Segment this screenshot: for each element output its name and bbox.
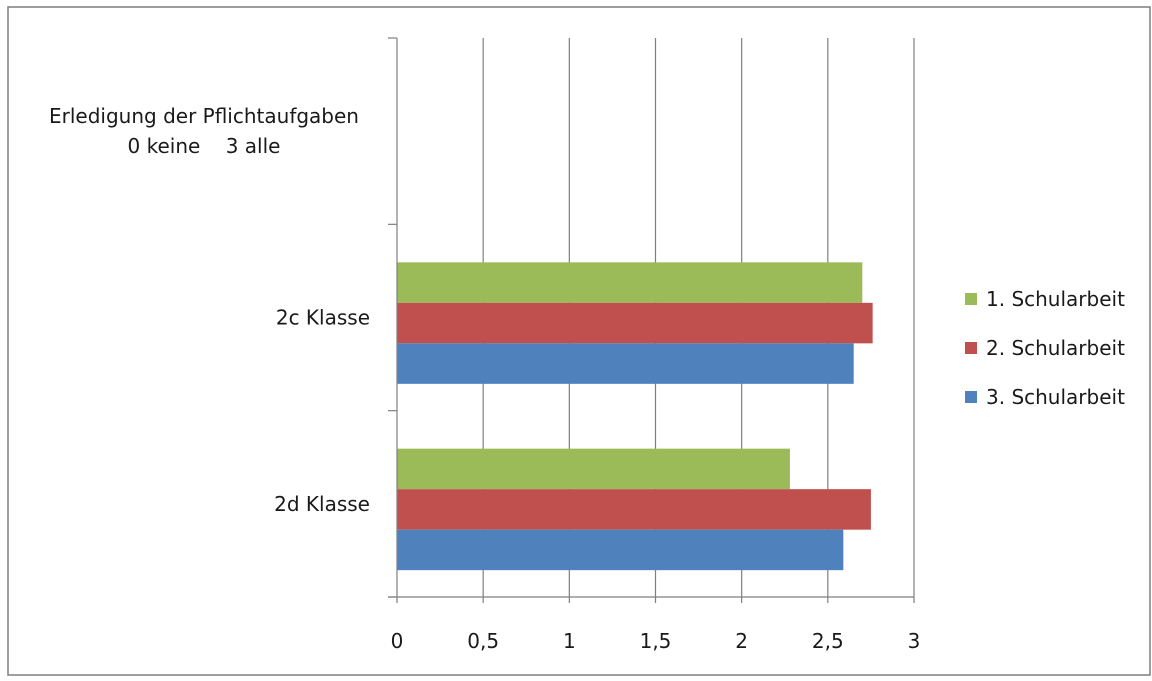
x-tick-label: 1 [563, 629, 576, 653]
bar [397, 489, 871, 530]
category-label-line: 2c Klasse [276, 306, 370, 330]
bar [397, 529, 844, 571]
category-label-line: Erledigung der Pflichtaufgaben [49, 104, 359, 128]
legend-swatch [965, 391, 977, 403]
axes [388, 37, 914, 603]
category-label-line: 2d Klasse [274, 492, 370, 516]
category-label-line: 0 keine 3 alle [128, 134, 281, 158]
bar [397, 262, 863, 303]
category-label: 2c Klasse [276, 306, 370, 330]
legend-swatch [965, 293, 977, 305]
x-tick-labels: 0 0,5 1 1,5 2 2,5 3 [391, 629, 921, 653]
bar [397, 448, 790, 490]
bars [397, 262, 873, 571]
x-tick-label: 0,5 [467, 629, 499, 653]
legend-label: 1. Schularbeit [986, 287, 1125, 311]
category-label: Erledigung der Pflichtaufgaben 0 keine 3 … [49, 104, 359, 158]
x-tick-label: 1,5 [640, 629, 672, 653]
bar [397, 343, 854, 384]
x-tick-label: 3 [908, 629, 921, 653]
bar [397, 302, 873, 344]
legend-swatch [965, 342, 977, 354]
legend: 1. Schularbeit 2. Schularbeit 3. Schularbe… [965, 287, 1125, 409]
x-tick-label: 0 [391, 629, 404, 653]
category-labels: Erledigung der Pflichtaufgaben 0 keine 3 … [49, 104, 370, 516]
x-tick-label: 2,5 [812, 629, 844, 653]
category-label: 2d Klasse [274, 492, 370, 516]
x-tick-label: 2 [735, 629, 748, 653]
legend-label: 3. Schularbeit [986, 385, 1125, 409]
legend-label: 2. Schularbeit [986, 336, 1125, 360]
